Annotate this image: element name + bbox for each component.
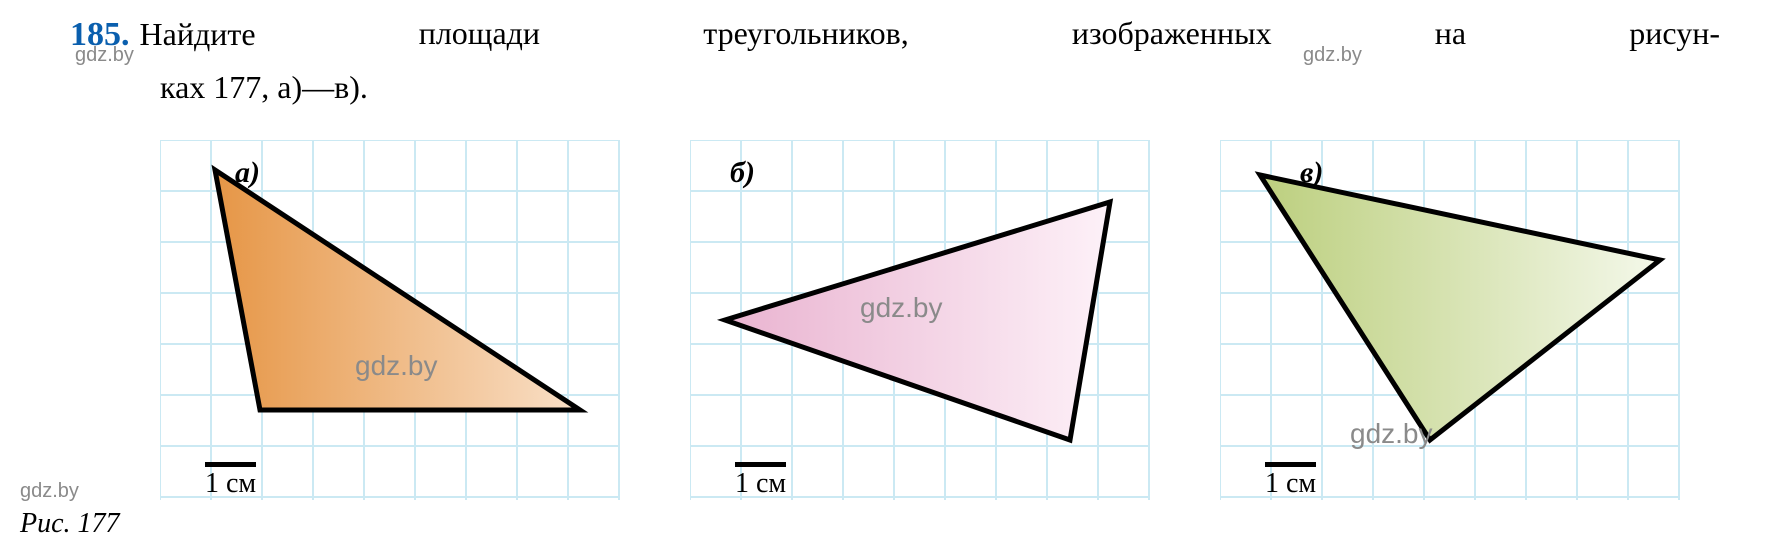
w1: площади xyxy=(419,8,540,62)
scale-bar-c xyxy=(1265,462,1316,467)
w4: на xyxy=(1435,8,1466,62)
figure-caption: Рис. 177 xyxy=(20,508,120,540)
problem-line2: ках 177, а)—в). xyxy=(160,62,1750,113)
watermark: gdz.by xyxy=(1350,418,1433,450)
figure-a: а) gdz.by 1 см xyxy=(160,140,620,500)
watermark: gdz.by xyxy=(20,480,79,503)
figure-label-a: а) xyxy=(235,156,260,190)
w5: рисун- xyxy=(1629,8,1720,62)
grid-a xyxy=(160,140,620,500)
watermark: gdz.by xyxy=(75,44,134,67)
watermark: gdz.by xyxy=(1303,44,1362,67)
figure-label-b: б) xyxy=(730,156,755,190)
figure-b: б) gdz.by 1 см xyxy=(690,140,1150,500)
w2: треугольников, xyxy=(703,8,909,62)
w3: изображенных xyxy=(1072,8,1272,62)
scale-label-b: 1 см xyxy=(735,468,786,500)
scale-label-c: 1 см xyxy=(1265,468,1316,500)
scale-bar-b xyxy=(735,462,786,467)
grid-c xyxy=(1220,140,1680,500)
figure-c: в) gdz.by 1 см xyxy=(1220,140,1680,500)
problem-text: 185.Найдите площади треугольников, изобр… xyxy=(70,8,1750,114)
watermark: gdz.by xyxy=(860,292,943,324)
watermark: gdz.by xyxy=(355,350,438,382)
scale-label-a: 1 см xyxy=(205,468,256,500)
figure-label-c: в) xyxy=(1300,156,1323,190)
w0: Найдите xyxy=(140,16,256,52)
scale-bar-a xyxy=(205,462,256,467)
